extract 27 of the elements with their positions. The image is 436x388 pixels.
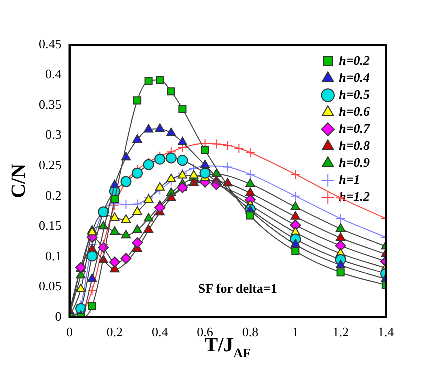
legend-label: h=0.6 [339, 104, 370, 119]
y-tick-label: 0.3 [46, 127, 62, 142]
annotation: SF for delta=1 [198, 280, 278, 296]
x-tick-label: 0.8 [242, 324, 259, 340]
x-tick-label: 1.2 [332, 324, 349, 340]
legend-label: h=0.2 [339, 52, 370, 68]
x-tick-label: 0.2 [106, 324, 124, 340]
legend-label: h=0.9 [339, 154, 370, 170]
y-tick-label: 0.4 [46, 66, 62, 82]
y-tick-label: 0.2 [46, 188, 62, 203]
y-tick-label: 0 [55, 308, 62, 324]
y-tick-label: 0.05 [39, 278, 62, 294]
legend-label: h=0.8 [339, 138, 370, 153]
y-tick-label: 0.1 [46, 248, 62, 264]
y-tick-label: 0.35 [39, 96, 62, 112]
x-tick-label: 1.4 [378, 324, 395, 340]
y-tick-label: 0.45 [39, 36, 62, 52]
y-tick-label: 0.15 [39, 218, 62, 234]
legend-label: h=0.7 [339, 120, 370, 136]
x-tick-label: 0.4 [152, 324, 169, 340]
legend-label: h=0.5 [339, 86, 370, 102]
x-tick-label: 1 [292, 324, 299, 340]
y-tick-label: 0.25 [39, 157, 62, 172]
legend-label: h=0.4 [339, 70, 370, 85]
y-axis-title: C/N [8, 163, 30, 198]
x-tick-label: 0 [66, 324, 73, 340]
legend-label: h=1 [339, 172, 360, 187]
